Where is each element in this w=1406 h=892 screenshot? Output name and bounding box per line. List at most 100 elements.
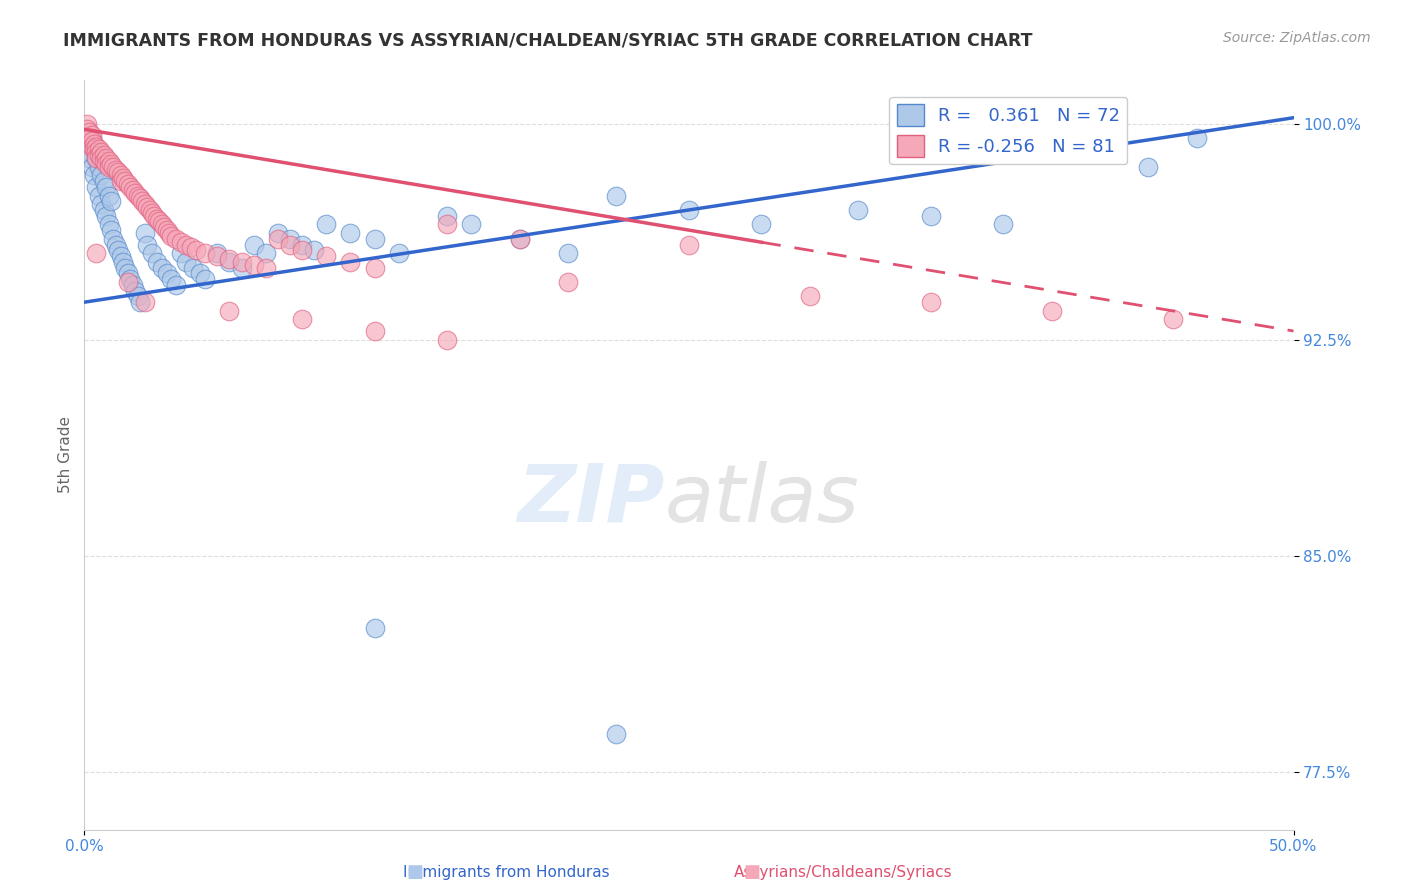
Point	[1185, 131, 1208, 145]
Point	[117, 177, 139, 191]
Point	[799, 289, 821, 303]
Point	[97, 160, 120, 174]
Text: ■: ■	[744, 863, 761, 881]
Point	[110, 174, 132, 188]
Point	[134, 197, 156, 211]
Point	[90, 169, 112, 183]
Point	[143, 209, 166, 223]
Point	[846, 202, 869, 217]
Point	[80, 139, 103, 153]
Point	[254, 260, 277, 275]
Point	[80, 160, 103, 174]
Point	[363, 621, 385, 635]
Point	[138, 202, 160, 217]
Text: Immigrants from Honduras: Immigrants from Honduras	[404, 865, 609, 880]
Point	[94, 180, 117, 194]
Point	[86, 246, 108, 260]
Point	[141, 206, 163, 220]
Point	[90, 145, 112, 160]
Point	[136, 237, 159, 252]
Point	[86, 180, 108, 194]
Point	[83, 139, 105, 153]
Point	[93, 153, 115, 168]
Point	[114, 174, 136, 188]
Point	[103, 160, 125, 174]
Point	[920, 295, 942, 310]
Point	[157, 226, 180, 240]
Point	[291, 237, 314, 252]
Legend: R =   0.361   N = 72, R = -0.256   N = 81: R = 0.361 N = 72, R = -0.256 N = 81	[890, 97, 1128, 164]
Point	[104, 162, 127, 177]
Point	[291, 312, 314, 326]
Point	[254, 246, 277, 260]
Point	[110, 169, 132, 183]
Y-axis label: 5th Grade: 5th Grade	[58, 417, 73, 493]
Point	[278, 237, 301, 252]
Point	[267, 232, 290, 246]
Point	[363, 260, 385, 275]
Text: Source: ZipAtlas.com: Source: ZipAtlas.com	[1223, 31, 1371, 45]
Point	[174, 255, 197, 269]
Point	[460, 218, 482, 232]
Point	[207, 249, 229, 263]
Point	[242, 258, 264, 272]
Point	[87, 188, 110, 202]
Point	[278, 232, 301, 246]
Point	[605, 727, 627, 741]
Point	[76, 122, 98, 136]
Point	[83, 143, 105, 157]
Point	[136, 200, 159, 214]
Point	[155, 223, 177, 237]
Point	[100, 157, 122, 171]
Point	[231, 255, 253, 269]
Point	[107, 165, 129, 179]
Point	[150, 218, 173, 232]
Point	[86, 139, 108, 153]
Point	[117, 275, 139, 289]
Point	[207, 246, 229, 260]
Point	[165, 277, 187, 292]
Point	[120, 272, 142, 286]
Point	[218, 255, 240, 269]
Point	[436, 333, 458, 347]
Point	[87, 148, 110, 162]
Point	[110, 249, 132, 263]
Point	[77, 151, 100, 165]
Point	[124, 186, 146, 200]
Point	[120, 180, 142, 194]
Point	[76, 116, 98, 130]
Text: ZIP: ZIP	[517, 461, 665, 539]
Point	[1137, 160, 1160, 174]
Point	[509, 232, 531, 246]
Point	[557, 246, 579, 260]
Text: ■: ■	[406, 863, 423, 881]
Point	[127, 289, 149, 303]
Point	[165, 232, 187, 246]
Point	[678, 202, 700, 217]
Point	[104, 237, 127, 252]
Point	[170, 235, 193, 249]
Point	[86, 145, 108, 160]
Point	[80, 128, 103, 142]
Point	[267, 226, 290, 240]
Point	[97, 188, 120, 202]
Point	[100, 223, 122, 237]
Point	[218, 252, 240, 266]
Point	[141, 246, 163, 260]
Point	[242, 237, 264, 252]
Point	[180, 240, 202, 254]
Point	[155, 266, 177, 280]
Point	[339, 226, 361, 240]
Point	[153, 220, 176, 235]
Point	[1040, 303, 1063, 318]
Point	[363, 232, 385, 246]
Point	[557, 275, 579, 289]
Point	[315, 218, 337, 232]
Point	[83, 136, 105, 151]
Point	[315, 249, 337, 263]
Point	[339, 255, 361, 269]
Point	[509, 232, 531, 246]
Point	[920, 209, 942, 223]
Point	[93, 148, 115, 162]
Point	[94, 209, 117, 223]
